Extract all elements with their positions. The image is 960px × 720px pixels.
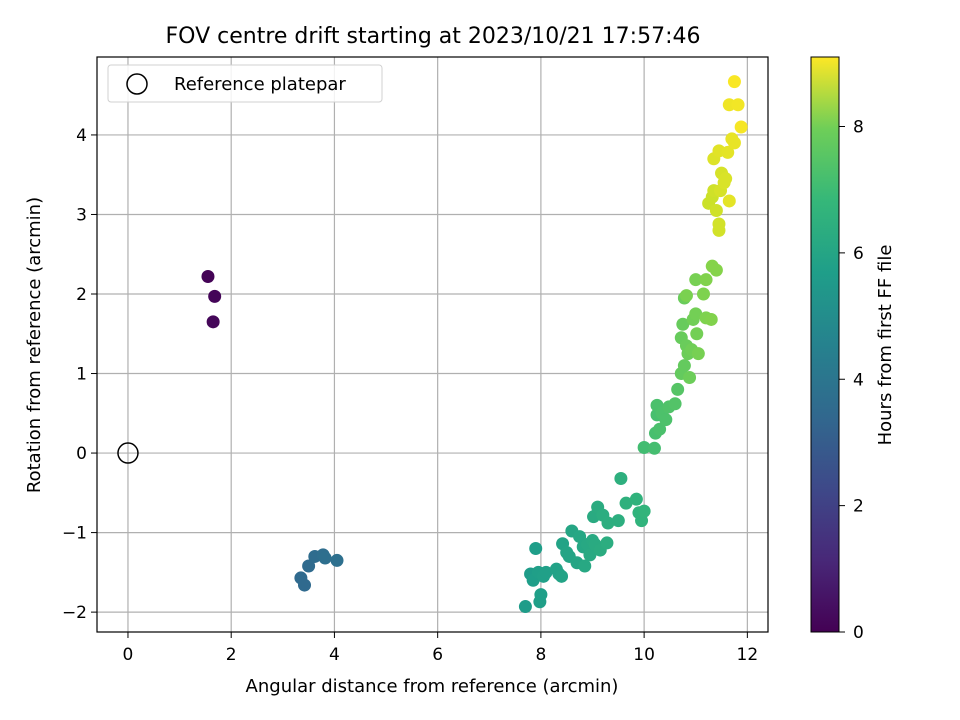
- x-tick-label: 10: [633, 645, 655, 665]
- y-axis-ticks: −2 −1 0 1 2 3 4: [62, 126, 97, 623]
- data-point: [518, 600, 532, 614]
- data-point: [719, 172, 733, 186]
- data-point: [330, 553, 344, 567]
- x-tick-label: 2: [226, 645, 237, 665]
- x-tick-label: 6: [432, 645, 443, 665]
- legend-box: [107, 64, 383, 103]
- x-axis-ticks: 0 2 4 6 8 10 12: [123, 632, 759, 665]
- legend-label: Reference platepar: [174, 74, 346, 95]
- data-point: [721, 145, 735, 159]
- data-point: [699, 273, 713, 287]
- data-point: [671, 382, 685, 396]
- data-point: [727, 75, 741, 89]
- colorbar-tick-label: 4: [853, 370, 864, 390]
- x-tick-label: 0: [123, 645, 134, 665]
- x-axis-label: Angular distance from reference (arcmin): [246, 676, 619, 697]
- data-point: [208, 289, 222, 303]
- y-tick-label: −1: [62, 524, 87, 544]
- data-point: [302, 559, 316, 573]
- data-point: [689, 307, 703, 321]
- data-point: [709, 203, 723, 217]
- chart-title: FOV centre drift starting at 2023/10/21 …: [166, 24, 701, 49]
- colorbar-tick-label: 8: [853, 118, 864, 138]
- y-tick-label: 0: [76, 444, 87, 464]
- colorbar-tick-label: 0: [853, 623, 864, 643]
- data-point: [637, 504, 651, 518]
- y-tick-label: 4: [76, 126, 87, 146]
- colorbar-ticks: 0 2 4 6 8: [839, 118, 864, 643]
- y-tick-label: 3: [76, 205, 87, 225]
- colorbar-tick-label: 2: [853, 497, 864, 517]
- data-point: [712, 223, 726, 237]
- data-point: [727, 136, 741, 150]
- data-point: [578, 559, 592, 573]
- data-point: [690, 327, 704, 341]
- colorbar-label: Hours from first FF file: [875, 245, 896, 446]
- data-point: [709, 263, 723, 277]
- y-tick-label: 2: [76, 285, 87, 305]
- data-point: [629, 492, 643, 506]
- colorbar-gradient: [810, 56, 840, 633]
- data-point: [677, 359, 691, 373]
- y-tick-label: 1: [76, 365, 87, 385]
- data-point: [696, 287, 710, 301]
- data-point: [683, 371, 697, 385]
- x-tick-label: 4: [329, 645, 340, 665]
- data-point: [583, 548, 597, 562]
- data-point: [689, 273, 703, 287]
- data-point: [573, 530, 587, 544]
- data-point: [653, 422, 667, 436]
- data-point: [722, 194, 736, 208]
- data-point: [555, 569, 569, 583]
- legend: Reference platepar: [107, 64, 383, 103]
- data-point: [734, 120, 748, 134]
- data-point: [614, 472, 628, 486]
- legend-marker-icon: [126, 73, 148, 95]
- data-point: [600, 536, 614, 550]
- data-point: [529, 541, 543, 555]
- reference-platepar-marker: [117, 442, 139, 464]
- data-point: [297, 578, 311, 592]
- data-point: [539, 565, 553, 579]
- x-tick-label: 12: [737, 645, 759, 665]
- data-point: [679, 289, 693, 303]
- data-points: [201, 75, 748, 614]
- plot-frame: [96, 56, 769, 633]
- data-point: [206, 315, 220, 329]
- x-tick-label: 8: [535, 645, 546, 665]
- data-point: [534, 588, 548, 602]
- data-point: [676, 317, 690, 331]
- y-axis-label: Rotation from reference (arcmin): [24, 197, 45, 493]
- data-point: [659, 413, 673, 427]
- data-point: [668, 397, 682, 411]
- colorbar: 0 2 4 6 8 Hours from first FF file: [810, 56, 896, 643]
- data-point: [637, 440, 651, 454]
- data-point: [201, 270, 215, 284]
- data-point: [704, 312, 718, 326]
- grid-lines: [97, 57, 768, 632]
- data-point: [691, 347, 705, 361]
- data-point: [318, 551, 332, 565]
- data-point: [601, 516, 615, 530]
- y-tick-label: −2: [62, 603, 87, 623]
- data-point: [731, 98, 745, 112]
- colorbar-tick-label: 6: [853, 244, 864, 264]
- data-point: [611, 514, 625, 528]
- data-point: [619, 496, 633, 510]
- data-point: [647, 441, 661, 455]
